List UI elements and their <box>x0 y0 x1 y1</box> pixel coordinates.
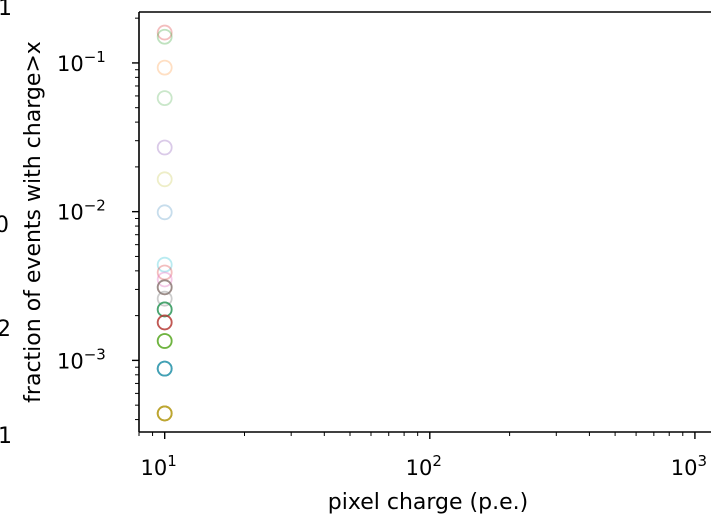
x-tick-label-2: 103 <box>671 452 707 480</box>
points-layer <box>156 24 173 422</box>
clipped-left-text-3: 1 <box>0 424 12 449</box>
data-point-14 <box>156 301 173 318</box>
data-point-5 <box>156 171 173 188</box>
data-point-6 <box>156 204 173 221</box>
data-point-21 <box>156 360 173 377</box>
x-tick-label-1: 102 <box>406 452 442 480</box>
data-point-2 <box>156 59 173 76</box>
data-point-18 <box>156 333 173 349</box>
data-point-9 <box>156 271 173 288</box>
clipped-left-text-0: 1 <box>0 0 12 21</box>
data-point-1 <box>156 28 173 45</box>
clipped-left-text-1: 0 <box>0 213 9 238</box>
data-point-4 <box>156 139 173 156</box>
y-tick-label-0: 10−1 <box>57 48 106 76</box>
data-point-24 <box>156 405 173 422</box>
y-tick-label-1: 10−2 <box>57 197 106 225</box>
x-axis-title: pixel charge (p.e.) <box>328 490 528 515</box>
data-point-0 <box>156 24 173 41</box>
x-tick-label-0: 101 <box>141 452 177 480</box>
y-tick-label-2: 10−3 <box>57 345 106 373</box>
data-point-11 <box>156 279 173 296</box>
axes-layer <box>138 11 711 433</box>
data-point-7 <box>156 256 173 273</box>
data-point-16 <box>156 314 173 331</box>
data-point-3 <box>156 90 173 107</box>
clipped-left-text-2: 2 <box>0 317 11 342</box>
data-point-12 <box>156 290 173 307</box>
y-axis-title: fraction of events with charge>x <box>21 41 46 403</box>
ticks-layer: 101 102 103 10−1 10−2 10−3 <box>57 17 707 480</box>
